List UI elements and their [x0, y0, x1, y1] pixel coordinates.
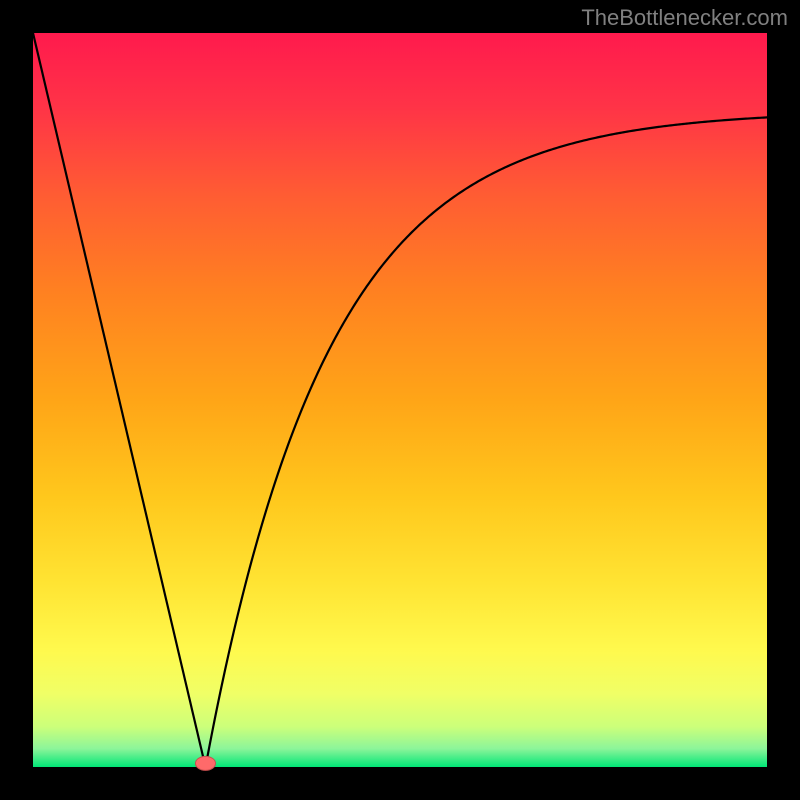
frame-border-bottom	[0, 767, 800, 800]
bottleneck-curve	[33, 33, 767, 764]
notch-marker	[195, 756, 215, 770]
chart-container: TheBottlenecker.com	[0, 0, 800, 800]
frame-border-left	[0, 0, 33, 800]
chart-svg	[0, 0, 800, 800]
frame-border-right	[767, 0, 800, 800]
watermark-text: TheBottlenecker.com	[581, 5, 788, 31]
